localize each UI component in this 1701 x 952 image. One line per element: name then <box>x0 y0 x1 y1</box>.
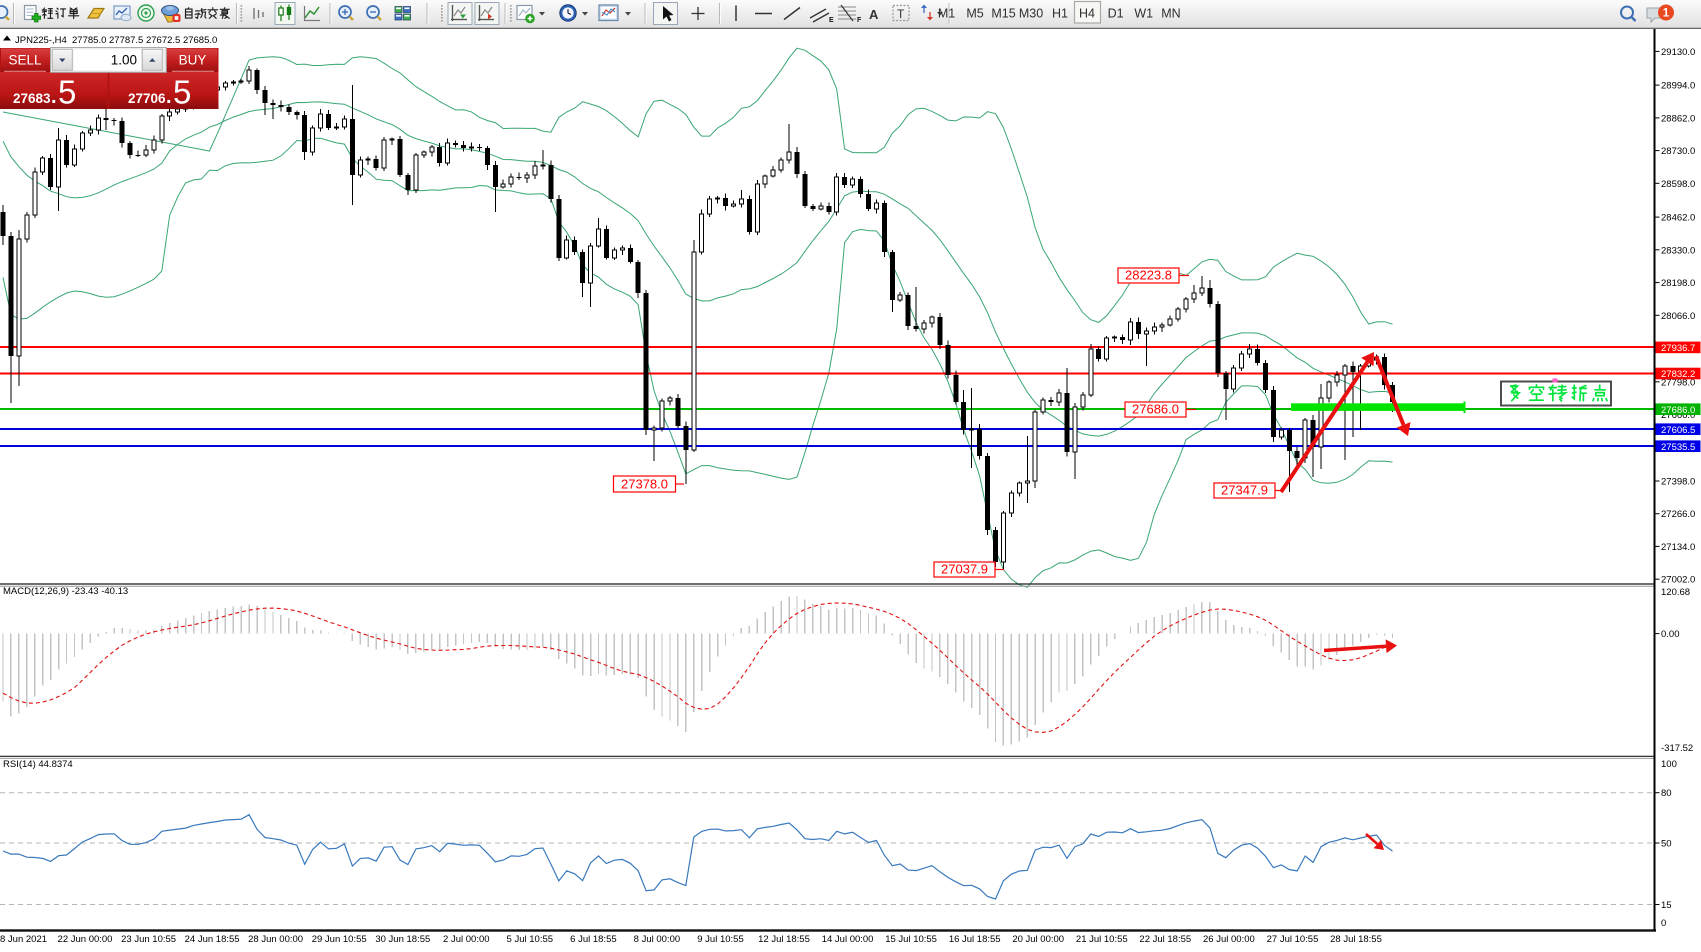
svg-text:5: 5 <box>58 74 76 111</box>
svg-text:28862.0: 28862.0 <box>1661 113 1695 124</box>
svg-text:27683: 27683 <box>13 91 51 106</box>
svg-text:27266.0: 27266.0 <box>1661 509 1695 520</box>
svg-text:27686.0: 27686.0 <box>1661 405 1695 416</box>
svg-text:28 Jul 18:55: 28 Jul 18:55 <box>1330 934 1382 945</box>
svg-text:5 Jul 10:55: 5 Jul 10:55 <box>507 934 553 945</box>
svg-text:8 Jun 2021: 8 Jun 2021 <box>0 934 47 945</box>
svg-text:22 Jul 18:55: 22 Jul 18:55 <box>1139 934 1191 945</box>
svg-text:15: 15 <box>1661 900 1672 911</box>
svg-text:H4: H4 <box>1079 7 1095 21</box>
svg-text:28066.0: 28066.0 <box>1661 311 1695 322</box>
svg-text:29130.0: 29130.0 <box>1661 47 1695 58</box>
svg-text:23 Jun 10:55: 23 Jun 10:55 <box>121 934 176 945</box>
svg-text:F: F <box>857 17 862 24</box>
svg-text:M5: M5 <box>966 7 983 21</box>
svg-text:28994.0: 28994.0 <box>1661 81 1695 92</box>
svg-text:0.00: 0.00 <box>1661 629 1680 640</box>
svg-text:27535.5: 27535.5 <box>1661 442 1695 453</box>
svg-text:JPN225-,H4 27785.0 27787.5 27: JPN225-,H4 27785.0 27787.5 27672.5 27685… <box>15 35 217 46</box>
svg-text:24 Jun 18:55: 24 Jun 18:55 <box>185 934 240 945</box>
svg-text:27832.2: 27832.2 <box>1661 369 1695 380</box>
svg-text:BUY: BUY <box>179 53 207 68</box>
svg-text:MN: MN <box>1161 7 1180 21</box>
svg-text:SELL: SELL <box>8 53 42 68</box>
svg-text:16 Jul 18:55: 16 Jul 18:55 <box>949 934 1001 945</box>
svg-text:MACD(12,26,9) -23.43 -40.13: MACD(12,26,9) -23.43 -40.13 <box>3 586 128 597</box>
svg-text:M1: M1 <box>938 7 955 21</box>
svg-text:28330.0: 28330.0 <box>1661 245 1695 256</box>
svg-text:6 Jul 18:55: 6 Jul 18:55 <box>570 934 616 945</box>
svg-text:8 Jul 00:00: 8 Jul 00:00 <box>634 934 680 945</box>
svg-text:15 Jul 10:55: 15 Jul 10:55 <box>885 934 937 945</box>
svg-text:RSI(14) 44.8374: RSI(14) 44.8374 <box>3 759 73 770</box>
svg-text:27002.0: 27002.0 <box>1661 575 1695 586</box>
svg-text:100: 100 <box>1661 759 1677 770</box>
svg-text:30 Jun 18:55: 30 Jun 18:55 <box>375 934 430 945</box>
svg-text:.: . <box>166 86 172 108</box>
svg-text:22 Jun 00:00: 22 Jun 00:00 <box>58 934 113 945</box>
svg-text:27936.7: 27936.7 <box>1661 343 1695 354</box>
svg-text:M15: M15 <box>991 7 1015 21</box>
svg-text:A: A <box>869 7 879 22</box>
svg-text:W1: W1 <box>1134 7 1153 21</box>
svg-text:27666.0: 27666.0 <box>1661 410 1695 421</box>
svg-text:1.00: 1.00 <box>111 52 137 67</box>
svg-text:120.68: 120.68 <box>1661 587 1690 598</box>
svg-text:2 Jul 00:00: 2 Jul 00:00 <box>443 934 489 945</box>
svg-text:20 Jul 00:00: 20 Jul 00:00 <box>1012 934 1064 945</box>
svg-text:1: 1 <box>1663 8 1670 20</box>
svg-text:80: 80 <box>1661 788 1672 799</box>
svg-text:27378.0: 27378.0 <box>621 477 668 492</box>
svg-text:M30: M30 <box>1019 7 1043 21</box>
svg-text:28462.0: 28462.0 <box>1661 213 1695 224</box>
svg-text:27398.0: 27398.0 <box>1661 477 1695 488</box>
svg-text:T: T <box>897 7 905 21</box>
svg-text:21 Jul 10:55: 21 Jul 10:55 <box>1076 934 1128 945</box>
svg-text:28730.0: 28730.0 <box>1661 146 1695 157</box>
svg-text:E: E <box>829 17 834 24</box>
svg-text:9 Jul 10:55: 9 Jul 10:55 <box>697 934 743 945</box>
svg-text:28198.0: 28198.0 <box>1661 278 1695 289</box>
svg-text:27 Jul 10:55: 27 Jul 10:55 <box>1267 934 1319 945</box>
svg-text:50: 50 <box>1661 839 1672 850</box>
svg-text:27706: 27706 <box>128 91 166 106</box>
svg-text:29 Jun 10:55: 29 Jun 10:55 <box>312 934 367 945</box>
svg-text:0: 0 <box>1661 918 1666 929</box>
svg-text:D1: D1 <box>1108 7 1124 21</box>
svg-text:14 Jul 00:00: 14 Jul 00:00 <box>822 934 874 945</box>
svg-text:27686.0: 27686.0 <box>1132 402 1179 417</box>
svg-text:27134.0: 27134.0 <box>1661 542 1695 553</box>
svg-text:12 Jul 18:55: 12 Jul 18:55 <box>758 934 810 945</box>
svg-text:27606.5: 27606.5 <box>1661 425 1695 436</box>
svg-text:27347.9: 27347.9 <box>1221 483 1268 498</box>
svg-text:27037.9: 27037.9 <box>941 562 988 577</box>
svg-text:-317.52: -317.52 <box>1661 743 1693 754</box>
svg-text:27798.0: 27798.0 <box>1661 377 1695 388</box>
svg-text:28 Jun 00:00: 28 Jun 00:00 <box>248 934 303 945</box>
svg-text:H1: H1 <box>1052 7 1068 21</box>
svg-text:5: 5 <box>173 74 191 111</box>
svg-text:26 Jul 00:00: 26 Jul 00:00 <box>1203 934 1255 945</box>
svg-text:28598.0: 28598.0 <box>1661 179 1695 190</box>
svg-text:28223.8: 28223.8 <box>1125 268 1172 283</box>
svg-text:.: . <box>51 86 57 108</box>
